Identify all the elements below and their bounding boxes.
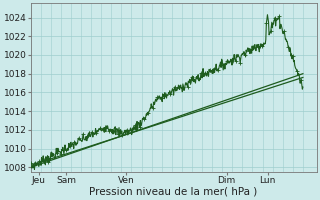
X-axis label: Pression niveau de la mer( hPa ): Pression niveau de la mer( hPa )	[90, 187, 258, 197]
